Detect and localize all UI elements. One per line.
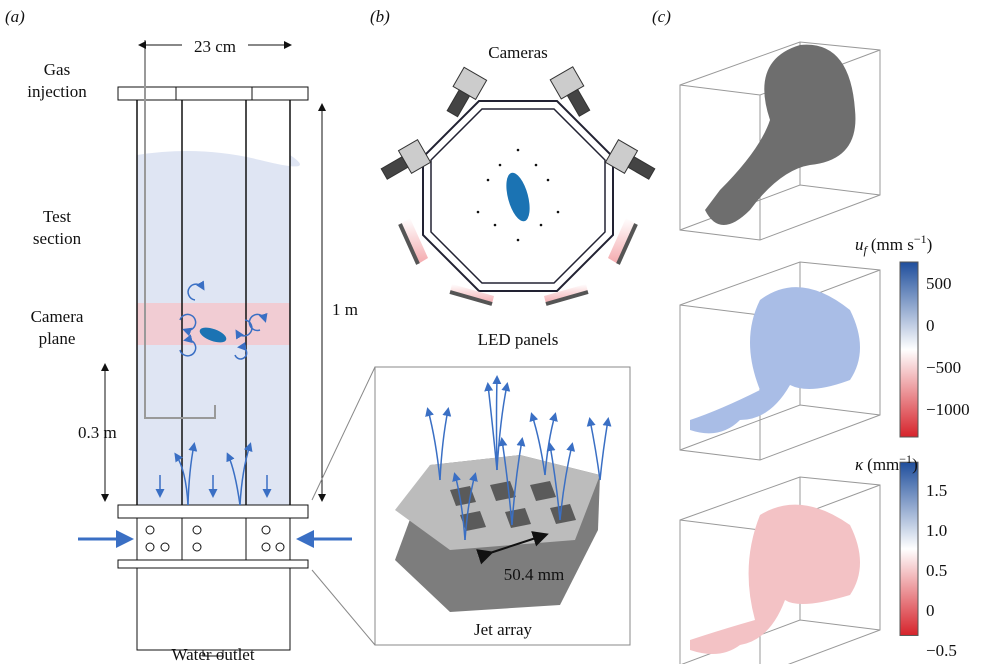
colorbar-tick-label: 1.0	[926, 521, 947, 540]
colorbar-tick-label: −0.5	[926, 641, 957, 660]
colorbar-tick-label: 0	[926, 316, 935, 335]
label: Jet array	[474, 620, 533, 639]
dimension: 0.3 m	[78, 423, 117, 442]
label: Water outlet	[171, 645, 254, 664]
colorbar	[899, 461, 919, 636]
camera-setup	[311, 66, 656, 646]
dimension: 50.4 mm	[504, 565, 564, 584]
colorbar-tick-label: 1.5	[926, 481, 947, 500]
colorbar-tick-label: 0.5	[926, 561, 947, 580]
panel-label: (c)	[652, 7, 671, 26]
label: LED panels	[478, 330, 559, 349]
label: Cameras	[488, 43, 547, 62]
colorbar-ticks: 1.5 1.0 0.5 0 −0.5	[926, 481, 957, 660]
label: injection	[27, 82, 87, 101]
panel-label: (a)	[5, 7, 25, 26]
dimension: 1 m	[332, 300, 358, 319]
colorbar-title: uf (mm s−1)	[855, 232, 932, 257]
label: Camera	[31, 307, 84, 326]
panel-label: (b)	[370, 7, 390, 26]
label: section	[33, 229, 82, 248]
label: Test	[43, 207, 71, 226]
reconstructions	[679, 41, 881, 664]
colorbar-tick-label: −1000	[926, 400, 970, 419]
colorbar-ticks: 500 0 −500 −1000	[926, 274, 970, 419]
colorbar	[899, 261, 919, 438]
dimension: 23 cm	[194, 37, 236, 56]
colorbar-tick-label: 500	[926, 274, 952, 293]
tank	[78, 40, 352, 657]
colorbar-tick-label: −500	[926, 358, 961, 377]
colorbar-tick-label: 0	[926, 601, 935, 620]
colorbar-title: κ (mm−1)	[855, 452, 918, 474]
label: plane	[39, 329, 76, 348]
label: Gas	[44, 60, 70, 79]
